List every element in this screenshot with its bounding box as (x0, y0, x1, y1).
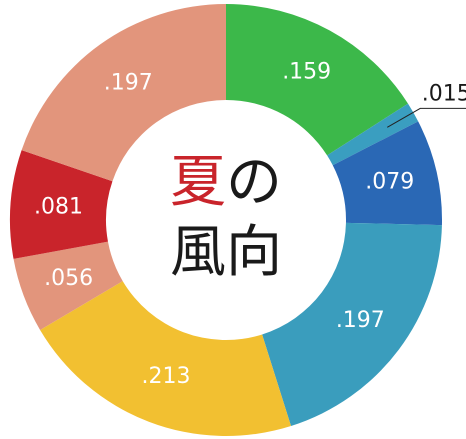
slice (9, 150, 113, 259)
title-highlight: 夏 (170, 150, 226, 215)
value-label: .159 (282, 60, 331, 85)
slice (226, 4, 408, 156)
slice (262, 222, 442, 426)
value-label: .197 (336, 308, 385, 333)
value-label: .081 (34, 195, 83, 220)
slice (40, 281, 291, 436)
slices (9, 4, 443, 436)
slice (13, 241, 123, 330)
value-label: .056 (44, 266, 93, 291)
slice (21, 4, 226, 182)
value-label: .079 (365, 169, 414, 194)
chart-title: 風向 (170, 220, 282, 285)
leader-line (387, 107, 466, 128)
slice (332, 121, 443, 226)
chart-title: 夏の (170, 150, 282, 215)
slice (327, 103, 419, 166)
value-label: .197 (104, 70, 153, 95)
value-label: .015 (422, 81, 466, 106)
title-part: の (226, 150, 282, 215)
value-label: .213 (141, 364, 190, 389)
